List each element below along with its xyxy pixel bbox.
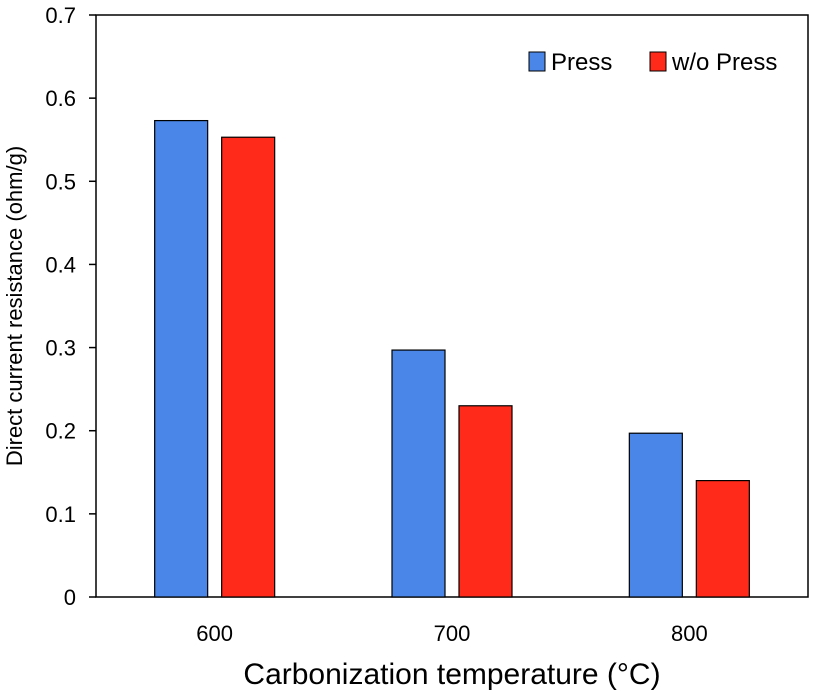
legend-label-wo-press: w/o Press [671,49,777,76]
legend-swatch-wo-press [649,51,667,72]
bar-wo-press-800 [695,480,750,598]
bar-press-700 [391,349,446,598]
plot-frame [95,14,809,598]
x-tick-label: 700 [434,621,471,646]
y-tick-label: 0.6 [45,86,76,111]
x-axis-title: Carbonization temperature (°C) [243,658,660,691]
y-tick-label: 0 [64,585,76,610]
y-axis: 0 0.1 0.2 0.3 0.4 0.5 0.6 0.7 [45,3,96,610]
legend: Press w/o Press [528,49,777,76]
bar-wo-press-600 [221,136,276,598]
x-tick-label: 800 [671,621,708,646]
x-tick-label: 600 [196,621,233,646]
y-tick-label: 0.5 [45,169,76,194]
y-tick-label: 0.3 [45,336,76,361]
y-tick-label: 0.1 [45,502,76,527]
bars [154,119,750,598]
bar-wo-press-700 [458,405,513,598]
y-tick-label: 0.2 [45,419,76,444]
legend-swatch-press [528,51,546,72]
y-tick-label: 0.7 [45,3,76,28]
y-tick-label: 0.4 [45,252,76,277]
bar-press-800 [628,432,683,598]
x-axis: 600 700 800 [196,621,707,646]
y-axis-title: Direct current resistance (ohm/g) [2,146,27,466]
legend-label-press: Press [551,49,612,76]
bar-press-600 [154,119,209,598]
